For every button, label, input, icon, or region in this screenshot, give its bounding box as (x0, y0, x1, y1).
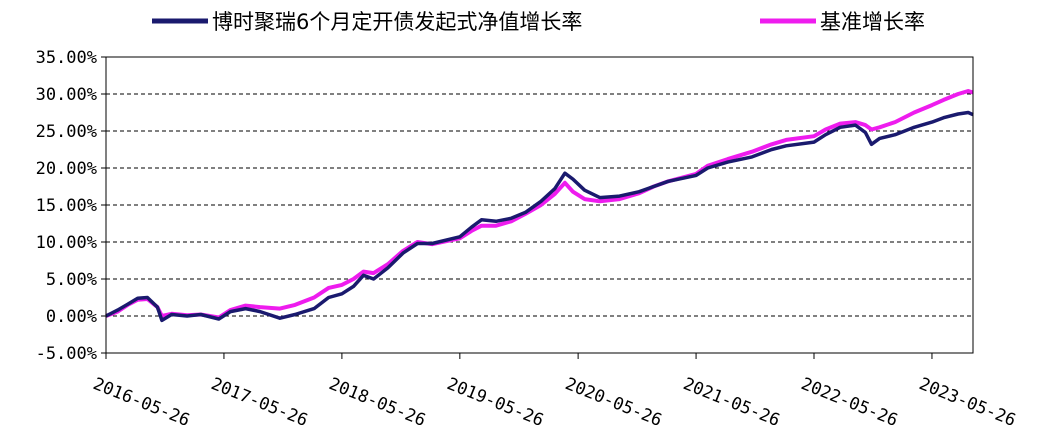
x-tick-label: 2016-05-26 (90, 374, 192, 431)
y-tick-label: 20.00% (36, 159, 97, 179)
y-tick-label: 5.00% (46, 270, 97, 290)
y-tick-label: 15.00% (36, 196, 97, 216)
legend-label-fund: 博时聚瑞6个月定开债发起式净值增长率 (212, 10, 582, 34)
series-lines (105, 89, 974, 323)
grid-lines (106, 93, 973, 317)
x-tick-label: 2018-05-26 (326, 374, 428, 431)
y-tick-label: 10.00% (36, 233, 97, 253)
x-tick-label: 2017-05-26 (208, 374, 310, 431)
y-tick-label: 25.00% (36, 122, 97, 142)
x-tick-label: 2022-05-26 (798, 374, 900, 431)
y-tick-label: -5.00% (36, 344, 97, 364)
x-tick-label: 2023-05-26 (916, 374, 1018, 431)
x-tick-label: 2019-05-26 (444, 374, 546, 431)
series-line-fund (105, 110, 974, 323)
y-axis-ticks: 35.00% 30.00% 25.00% 20.00% 15.00% 10.00% 5.00… (36, 48, 106, 364)
legend-label-benchmark: 基准增长率 (820, 10, 925, 34)
y-tick-label: 30.00% (36, 85, 97, 105)
y-tick-label: 0.00% (46, 307, 97, 327)
y-tick-label: 35.00% (36, 48, 97, 68)
plot-frame (105, 56, 974, 354)
x-tick-label: 2021-05-26 (680, 374, 782, 431)
x-tick-label: 2020-05-26 (562, 374, 664, 431)
legend: 博时聚瑞6个月定开债发起式净值增长率 基准增长率 (152, 10, 925, 34)
x-axis-ticks: 2016-05-26 2017-05-26 2018-05-26 2019-05-26… (90, 353, 1018, 431)
